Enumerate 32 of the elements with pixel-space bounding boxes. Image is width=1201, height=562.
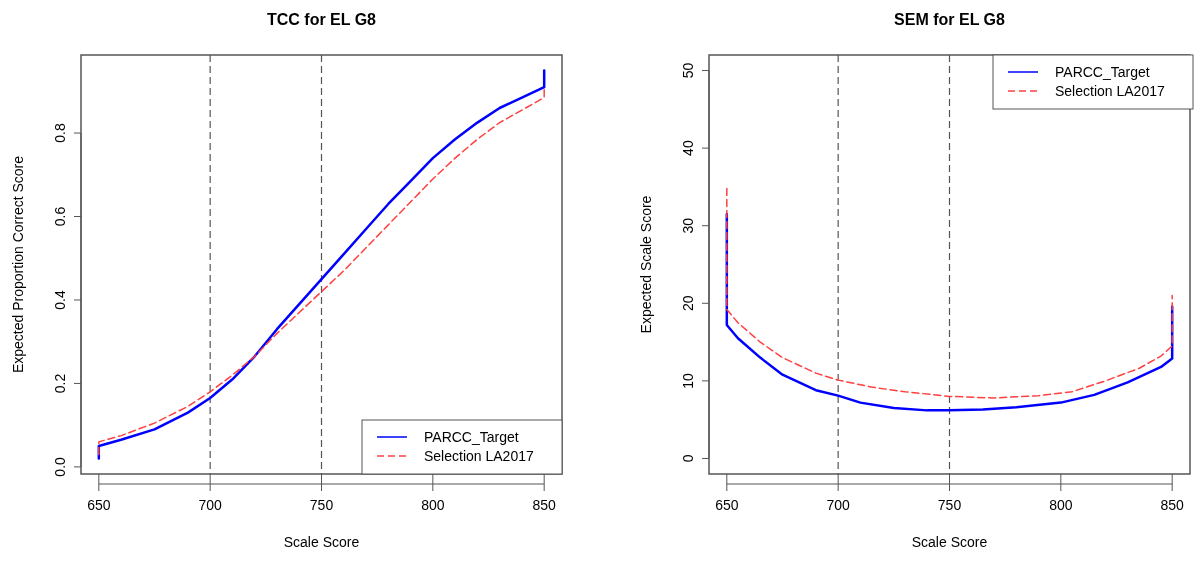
x-tick-label: 650 — [715, 497, 739, 513]
y-tick-label: 0.0 — [52, 456, 68, 477]
x-tick-label: 800 — [1049, 497, 1073, 513]
x-tick-label: 700 — [826, 497, 851, 513]
y-tick-label: 40 — [680, 140, 696, 156]
x-tick-label: 750 — [309, 497, 334, 513]
y-tick-label: 10 — [680, 372, 696, 389]
y-axis-title: Expected Proportion Correct Score — [10, 155, 26, 374]
y-tick-label: 0.6 — [52, 206, 68, 227]
line-series — [726, 187, 1173, 399]
legend-label: Selection LA2017 — [1055, 83, 1165, 99]
x-tick-label: 850 — [532, 497, 557, 513]
chart-title: SEM for EL G8 — [894, 11, 1006, 28]
legend-label: PARCC_Target — [424, 429, 519, 445]
x-tick-label: 850 — [1160, 497, 1185, 513]
x-axis-title: Scale Score — [911, 534, 988, 550]
y-tick-label: 20 — [680, 295, 696, 312]
x-tick-label: 650 — [87, 497, 111, 513]
y-tick-label: 0 — [680, 454, 696, 463]
legend-label: PARCC_Target — [1055, 64, 1150, 80]
x-tick-label: 750 — [937, 497, 962, 513]
x-tick-label: 800 — [421, 497, 445, 513]
y-tick-label: 0.2 — [52, 373, 68, 394]
y-tick-label: 30 — [680, 217, 696, 234]
x-tick-label: 700 — [198, 497, 223, 513]
y-tick-label: 50 — [680, 62, 696, 79]
chart-title: TCC for EL G8 — [266, 11, 377, 28]
y-tick-label: 0.8 — [52, 123, 68, 143]
x-axis-title: Scale Score — [283, 534, 360, 550]
y-axis-title: Expected Scale Score — [638, 195, 654, 334]
legend-label: Selection LA2017 — [424, 448, 534, 464]
y-tick-label: 0.4 — [52, 290, 68, 310]
